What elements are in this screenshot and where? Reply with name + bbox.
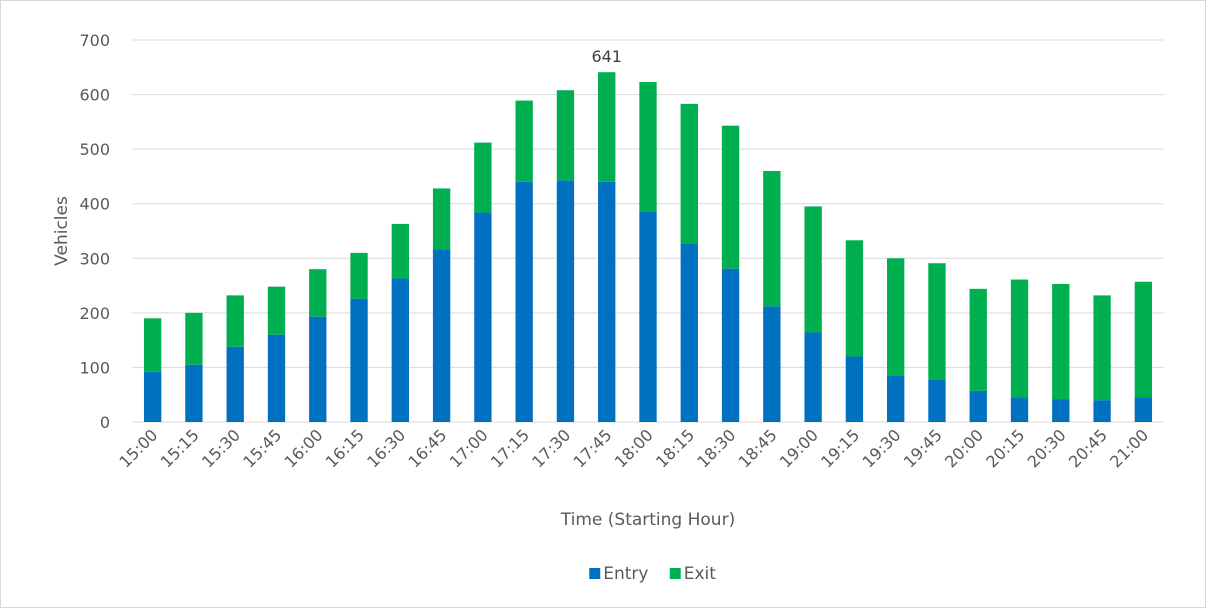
x-tick-label: 21:00 xyxy=(1106,425,1152,471)
x-tick-label: 16:00 xyxy=(281,425,327,471)
bar-exit-1815 xyxy=(680,103,698,244)
x-tick-label: 18:30 xyxy=(693,425,739,471)
bar-entry-2045 xyxy=(1093,400,1111,422)
bar-exit-1600 xyxy=(309,269,327,317)
legend-swatch xyxy=(669,568,681,579)
y-axis-ticks: 0 100 200 300 400 500 600 700 xyxy=(79,31,110,432)
bar-entry-1545 xyxy=(267,334,286,422)
x-tick-label: 16:45 xyxy=(404,425,450,471)
bar-exit-2015 xyxy=(1010,279,1029,398)
x-tick-label: 19:15 xyxy=(817,425,863,471)
x-tick-label: 19:45 xyxy=(900,425,946,471)
bar-entry-2000 xyxy=(969,390,987,422)
y-tick-label: 600 xyxy=(79,86,110,105)
bar-entry-1845 xyxy=(763,306,781,422)
y-tick-label: 700 xyxy=(79,31,110,50)
legend-item-exit: Exit xyxy=(669,564,717,584)
y-tick-label: 500 xyxy=(79,140,110,159)
x-tick-label: 19:00 xyxy=(776,425,822,471)
bar-exit-1700 xyxy=(474,142,492,213)
bar-entry-1830 xyxy=(721,268,740,422)
bar-exit-2045 xyxy=(1093,295,1111,401)
x-tick-label: 20:00 xyxy=(941,425,987,471)
x-tick-label: 17:30 xyxy=(528,425,574,471)
bar-entry-1700 xyxy=(474,212,492,422)
bar-entry-2030 xyxy=(1052,399,1070,422)
bar-entry-1945 xyxy=(928,379,946,422)
bar-entry-1530 xyxy=(226,346,244,422)
x-tick-label: 17:15 xyxy=(487,425,533,471)
legend-label: Exit xyxy=(684,564,717,584)
bar-exit-1515 xyxy=(185,312,203,365)
bar-entry-1730 xyxy=(556,180,575,422)
x-tick-label: 15:00 xyxy=(115,425,161,471)
bar-exit-1730 xyxy=(556,90,575,181)
bar-exit-1830 xyxy=(721,125,740,269)
bar-exit-1615 xyxy=(350,252,368,299)
bar-exit-1500 xyxy=(143,318,162,372)
x-tick-label: 16:15 xyxy=(322,425,368,471)
bar-entry-1645 xyxy=(432,249,451,422)
bars xyxy=(143,72,1153,422)
legend-swatch xyxy=(589,568,601,579)
x-tick-label: 18:00 xyxy=(611,425,657,471)
legend-item-entry: Entry xyxy=(589,564,648,584)
bar-entry-1915 xyxy=(845,356,864,422)
bar-exit-1645 xyxy=(432,188,451,250)
data-label: 641 xyxy=(591,47,622,66)
bar-exit-1545 xyxy=(267,286,286,335)
y-tick-label: 300 xyxy=(79,249,110,268)
bar-entry-1930 xyxy=(887,375,905,422)
bar-exit-1900 xyxy=(804,206,822,333)
x-axis-ticks: 15:0015:1515:3015:4516:0016:1516:3016:45… xyxy=(115,425,1152,471)
bar-exit-1800 xyxy=(639,82,657,212)
bar-entry-2100 xyxy=(1134,397,1153,422)
bar-entry-1745 xyxy=(598,181,616,422)
y-tick-label: 400 xyxy=(79,195,110,214)
bar-exit-1745 xyxy=(598,72,616,182)
legend-label: Entry xyxy=(603,564,648,584)
x-tick-label: 15:45 xyxy=(239,425,285,471)
x-tick-label: 17:00 xyxy=(446,425,492,471)
legend: Entry Exit xyxy=(589,564,716,584)
bar-entry-1500 xyxy=(143,371,162,422)
bar-exit-1945 xyxy=(928,263,946,380)
bar-entry-1900 xyxy=(804,332,822,422)
bar-entry-1630 xyxy=(391,278,409,422)
bar-entry-1615 xyxy=(350,298,368,422)
bar-entry-1815 xyxy=(680,243,698,422)
x-tick-label: 18:15 xyxy=(652,425,698,471)
x-tick-label: 20:15 xyxy=(982,425,1028,471)
y-tick-label: 200 xyxy=(79,304,110,323)
bar-entry-1800 xyxy=(639,211,657,422)
y-tick-label: 100 xyxy=(79,358,110,377)
x-tick-label: 18:45 xyxy=(735,425,781,471)
x-tick-label: 15:30 xyxy=(198,425,244,471)
bar-exit-2030 xyxy=(1052,283,1070,400)
bar-exit-1930 xyxy=(887,258,905,376)
bar-entry-2015 xyxy=(1010,397,1029,422)
bar-entry-1715 xyxy=(515,181,533,422)
x-tick-label: 15:15 xyxy=(157,425,203,471)
y-tick-label: 0 xyxy=(100,413,110,432)
annotations: 641 xyxy=(591,47,622,66)
bar-exit-1845 xyxy=(763,170,781,307)
y-axis-title: Vehicles xyxy=(52,196,72,266)
x-axis-title: Time (Starting Hour) xyxy=(560,510,735,530)
bar-exit-1715 xyxy=(515,100,533,182)
bar-exit-2000 xyxy=(969,288,987,391)
x-tick-label: 17:45 xyxy=(570,425,616,471)
x-tick-label: 19:30 xyxy=(858,425,904,471)
bar-exit-1915 xyxy=(845,240,864,357)
bar-exit-2100 xyxy=(1134,281,1153,398)
bar-entry-1515 xyxy=(185,364,203,422)
bar-entry-1600 xyxy=(309,316,327,422)
bar-exit-1530 xyxy=(226,295,244,347)
x-tick-label: 20:30 xyxy=(1024,425,1070,471)
x-tick-label: 16:30 xyxy=(363,425,409,471)
bar-exit-1630 xyxy=(391,223,409,279)
x-tick-label: 20:45 xyxy=(1065,425,1111,471)
